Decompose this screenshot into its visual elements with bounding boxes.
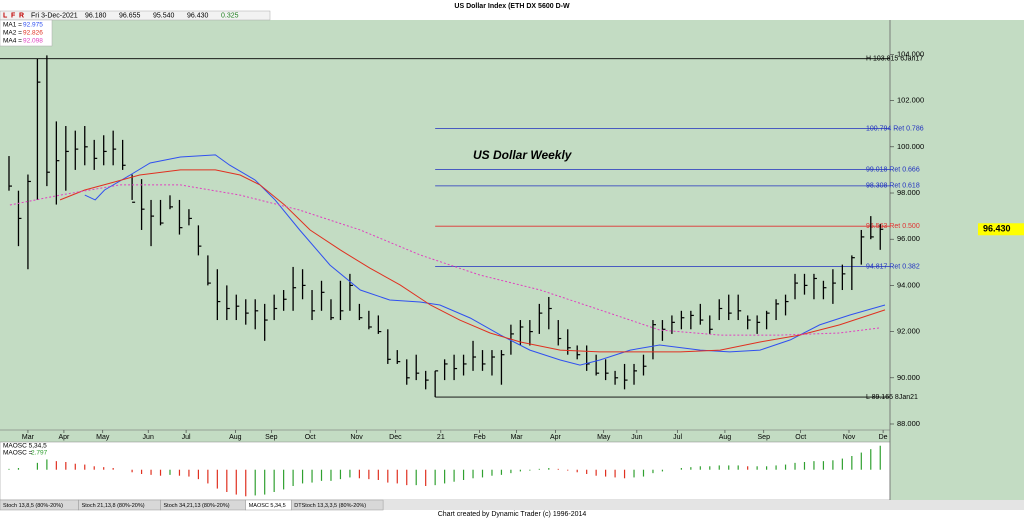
y-tick-label: 94.000 [897, 280, 920, 289]
x-tick-label: Dec [389, 434, 402, 441]
osc-axis-bg [890, 442, 1024, 500]
x-tick-label: Aug [719, 434, 732, 441]
x-tick-label: Aug [229, 434, 242, 441]
y-tick-label: 102.000 [897, 96, 924, 105]
legend-name: MA2 = [3, 30, 22, 37]
tab-label[interactable]: Stoch 13,8,5 (80%-20%) [3, 503, 63, 509]
level-label: H 103.815 6Jan17 [866, 56, 923, 63]
last-price-label: 96.430 [983, 224, 1011, 234]
tab-label[interactable]: Stoch 21,13,8 (80%-20%) [82, 503, 145, 509]
x-tick-label: May [597, 434, 611, 441]
x-tick-label: Mar [22, 434, 35, 441]
ma-line [84, 154, 886, 366]
level-label: 98.308 Ret 0.618 [866, 183, 920, 190]
ma-line [59, 169, 886, 353]
legend-value: 92.098 [23, 38, 43, 45]
legend-value: 92.975 [23, 22, 43, 29]
x-tick-label: Jun [631, 434, 642, 441]
x-tick-label: Nov [350, 434, 363, 441]
y-tick-label: 90.000 [897, 373, 920, 382]
ma-line [9, 184, 881, 336]
level-label: 99.018 Ret 0.666 [866, 166, 920, 173]
osc-value: 2.797 [31, 450, 48, 457]
info-quote: 96.655 [119, 12, 141, 19]
level-label: 94.817 Ret 0.382 [866, 263, 920, 270]
plot-bg [0, 20, 1024, 442]
tab-label[interactable]: DTStoch 13,3,3,5 (80%-20%) [294, 503, 366, 509]
osc-title: MAOSC 5,34,5 [3, 443, 47, 450]
info-bar [0, 10, 271, 21]
x-tick-label: Jul [182, 434, 191, 441]
legend-name: MA4 = [3, 38, 22, 45]
x-tick-label: Nov [843, 434, 856, 441]
osc-label: MAOSC = [3, 450, 33, 457]
x-tick-label: Oct [795, 434, 806, 441]
x-tick-label: De [879, 434, 888, 441]
x-tick-label: Sep [758, 434, 771, 441]
info-quote: 0.325 [221, 12, 239, 19]
y-tick-label: 100.000 [897, 142, 924, 151]
window-title: US Dollar Index (ETH DX 5600 D-W [454, 3, 570, 10]
info-quote: 96.430 [187, 12, 209, 19]
legend-value: 92.826 [23, 30, 43, 37]
tab-label[interactable]: MAOSC 5,34,5 [249, 503, 286, 509]
x-tick-label: 21 [437, 434, 445, 441]
ma-legend-box [0, 19, 53, 47]
flag: R [19, 12, 24, 19]
level-label: 100.794 Ret 0.786 [866, 125, 924, 132]
footer: Chart created by Dynamic Trader (c) 1996… [438, 511, 587, 518]
x-tick-label: Feb [474, 434, 486, 441]
info-quote: 96.180 [85, 12, 107, 19]
x-tick-label: Sep [265, 434, 278, 441]
level-label: 96.563 Ret 0.500 [866, 223, 920, 230]
tab-label[interactable]: Stoch 34,21,13 (80%-20%) [164, 503, 230, 509]
legend-name: MA1 = [3, 22, 22, 29]
y-tick-label: 98.000 [897, 188, 920, 197]
level-label: L 89.165 8Jan21 [866, 394, 918, 401]
x-tick-label: Jun [143, 434, 154, 441]
tab-bar [0, 500, 1024, 510]
x-tick-label: Mar [511, 434, 524, 441]
x-tick-label: Oct [305, 434, 316, 441]
x-tick-label: Apr [58, 434, 70, 441]
y-tick-label: 96.000 [897, 234, 920, 243]
flag: F [11, 12, 16, 19]
chart-annotation: US Dollar Weekly [473, 148, 573, 162]
tab[interactable] [291, 499, 384, 511]
y-tick-label: 92.000 [897, 327, 920, 336]
y-tick-label: 88.000 [897, 419, 920, 428]
last-price-box [978, 223, 1024, 236]
info-date: Fri 3-Dec-2021 [31, 12, 78, 19]
flag: L [3, 12, 8, 19]
y-tick-label: 104.000 [897, 49, 924, 58]
info-quote: 95.540 [153, 12, 175, 19]
x-tick-label: May [96, 434, 110, 441]
x-tick-label: Jul [673, 434, 682, 441]
x-tick-label: Apr [550, 434, 562, 441]
